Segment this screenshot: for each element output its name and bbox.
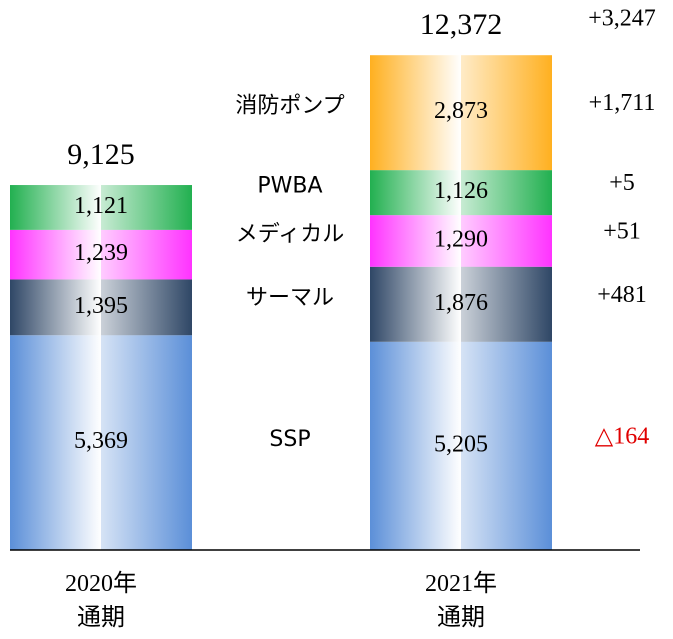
total-change: +3,247: [588, 6, 656, 32]
bar-segment: [370, 170, 552, 216]
change-label: +5: [609, 170, 635, 196]
bar-segment: [370, 55, 552, 171]
change-label: +481: [597, 282, 647, 308]
x-tick-label: 2021年通期: [425, 570, 497, 631]
change-label: +1,711: [589, 90, 656, 116]
bar-segment: [10, 185, 192, 230]
bar-segment: [10, 279, 192, 336]
value-label: 1,121: [74, 193, 128, 219]
value-label: 2,873: [434, 98, 488, 124]
total-label: 9,125: [67, 138, 135, 171]
value-label: 1,239: [74, 240, 128, 266]
value-label: 1,126: [434, 178, 488, 204]
bar-segment: [370, 266, 552, 342]
series-name: メディカル: [236, 222, 344, 247]
series-name: SSP: [269, 427, 310, 452]
value-label: 1,876: [434, 290, 488, 316]
total-label: 12,372: [420, 8, 503, 41]
value-label: 5,369: [74, 428, 128, 454]
bar-segment: [10, 229, 192, 280]
value-label: 1,395: [74, 293, 128, 319]
bar-segment: [370, 215, 552, 267]
change-label: △164: [595, 423, 649, 449]
bar-segment: [370, 341, 552, 550]
x-tick-label: 2020年通期: [65, 570, 137, 631]
value-label: 1,290: [434, 226, 488, 252]
series-name: PWBA: [257, 174, 322, 199]
change-label: +51: [603, 218, 641, 244]
bar-segment: [10, 335, 192, 550]
series-name: サーマル: [246, 285, 334, 310]
value-label: 5,205: [434, 431, 488, 457]
series-name: 消防ポンプ: [235, 94, 344, 119]
